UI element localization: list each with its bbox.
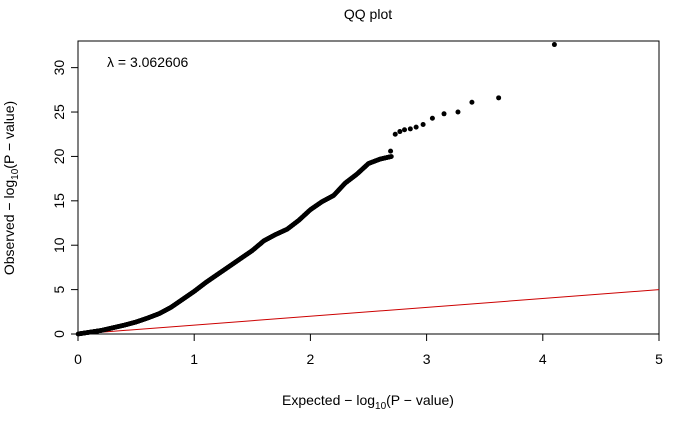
data-points-group <box>75 42 557 337</box>
y-tick-label: 30 <box>51 60 67 76</box>
data-point <box>469 99 475 105</box>
data-point <box>402 127 408 133</box>
data-point <box>429 115 435 121</box>
x-axis: 0 1 2 3 4 5 <box>74 334 663 367</box>
data-point <box>392 131 398 137</box>
y-axis-label-suffix: (P − value) <box>1 101 17 169</box>
y-axis: 0 5 10 15 20 25 30 <box>51 60 78 338</box>
x-tick-label: 5 <box>655 351 663 367</box>
plot-frame <box>77 40 660 335</box>
y-tick-label: 10 <box>51 237 67 253</box>
y-tick-label: 5 <box>51 286 67 294</box>
y-axis-label: Observed − log10(P − value) <box>1 101 21 275</box>
x-axis-label: Expected − log10(P − value) <box>282 392 454 412</box>
x-tick-label: 1 <box>190 351 198 367</box>
data-point <box>413 124 419 130</box>
y-axis-label-subscript: 10 <box>10 168 21 180</box>
data-point <box>441 111 447 117</box>
x-axis-label-subscript: 10 <box>375 401 387 412</box>
x-tick-label: 2 <box>307 351 315 367</box>
x-axis-label-suffix: (P − value) <box>386 392 454 408</box>
data-point <box>420 121 426 127</box>
reference-line <box>77 289 660 335</box>
data-point <box>389 154 394 159</box>
x-axis-label-prefix: Expected − log <box>282 392 375 408</box>
x-tick-label: 0 <box>74 351 82 367</box>
data-point <box>388 148 394 154</box>
data-point <box>407 126 413 132</box>
lambda-annotation: λ = 3.062606 <box>107 54 189 70</box>
y-tick-label: 0 <box>51 330 67 338</box>
y-tick-label: 15 <box>51 193 67 209</box>
data-point <box>397 129 403 135</box>
chart-title: QQ plot <box>344 6 392 22</box>
y-axis-label-prefix: Observed − log <box>1 180 17 275</box>
y-tick-label: 25 <box>51 104 67 120</box>
data-point <box>551 42 557 48</box>
reference-line-group <box>77 289 660 335</box>
data-point <box>455 109 461 115</box>
y-tick-label: 20 <box>51 148 67 164</box>
x-tick-label: 3 <box>423 351 431 367</box>
data-point <box>496 95 502 101</box>
x-tick-label: 4 <box>539 351 547 367</box>
